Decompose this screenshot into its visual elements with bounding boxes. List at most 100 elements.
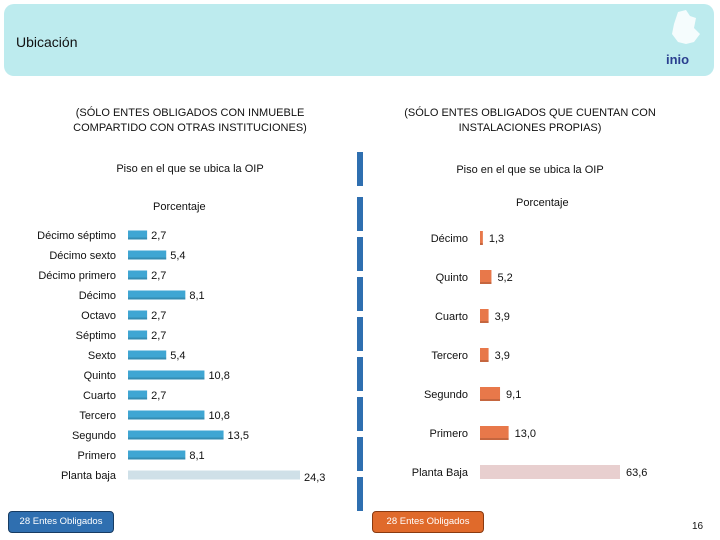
category-label: Séptimo [76,330,116,342]
category-label: Segundo [72,430,116,442]
bar [128,330,148,340]
value-label: 3,9 [495,311,510,323]
bar [128,410,205,420]
right-axis-title: Porcentaje [516,197,569,209]
left-chart-subtitle: Piso en el que se ubica la OIP [116,163,264,175]
value-label: 2,7 [151,230,166,242]
bar-shade [128,297,186,300]
category-label: Octavo [81,310,116,322]
category-label: Tercero [431,350,468,362]
value-label: 10,8 [208,410,229,422]
bar-shade [128,337,148,340]
page-title: Ubicación [16,34,78,50]
page-number: 16 [692,521,704,532]
value-label: 63,6 [626,467,647,479]
right-section-title-line1: (SÓLO ENTES OBLIGADOS QUE CUENTAN CON [404,107,656,119]
value-label: 5,4 [170,250,185,262]
value-label: 2,7 [151,270,166,282]
bar-shade [128,437,224,440]
bar [128,370,205,380]
divider-segment [357,397,363,431]
category-label: Décimo [79,290,116,302]
value-label: 13,5 [228,430,249,442]
category-label: Primero [77,450,116,462]
bar [128,270,148,280]
category-label: Décimo séptimo [37,230,116,242]
category-label: Décimo [431,233,468,245]
bar-shade [128,357,167,360]
bar-shade [128,457,186,460]
divider-segment [357,197,363,231]
category-label: Cuarto [83,390,116,402]
bar-shade [128,237,148,240]
bar [128,430,224,440]
bar-shade [480,282,492,284]
category-label: Quinto [84,370,116,382]
left-section-title-line2: COMPARTIDO CON OTRAS INSTITUCIONES) [73,122,307,134]
right-chart-subtitle: Piso en el que se ubica la OIP [456,164,604,176]
bar-shade [128,417,205,420]
category-label: Décimo primero [38,270,116,282]
value-label: 5,2 [497,272,512,284]
bar [128,310,148,320]
bar-shade [128,377,205,380]
value-label: 2,7 [151,330,166,342]
value-label: 8,1 [189,290,204,302]
right-section-title-line2: INSTALACIONES PROPIAS) [458,122,602,134]
bar-shade [480,243,483,245]
value-label: 13,0 [515,428,536,440]
bar [480,387,501,401]
left-axis-title: Porcentaje [153,201,206,213]
right-entes-badge: 28 Entes Obligados [372,511,484,533]
bar [128,470,300,480]
value-label: 5,4 [170,350,185,362]
bar [480,426,509,440]
bar [128,250,167,260]
category-label: Quinto [436,272,468,284]
bar [480,309,489,323]
divider-segment [357,237,363,271]
category-label: Primero [429,428,468,440]
category-label: Décimo sexto [49,250,116,262]
category-label: Cuarto [435,311,468,323]
left-entes-badge: 28 Entes Obligados [8,511,114,533]
left-section-title-line1: (SÓLO ENTES OBLIGADOS CON INMUEBLE [75,107,305,119]
bar [128,450,186,460]
bar-shade [128,317,148,320]
bar-shade [480,399,501,401]
value-label: 24,3 [304,472,325,484]
bar [128,350,167,360]
right-section-title: (SÓLO ENTES OBLIGADOS QUE CUENTAN CON IN… [380,106,680,136]
bar-shade [480,321,489,323]
bar-shade [480,438,509,440]
divider-segment [357,152,363,186]
logo-text: inio [666,52,690,67]
category-label: Tercero [79,410,116,422]
bar-shade [128,277,148,280]
value-label: 1,3 [489,233,504,245]
divider-segment [357,477,363,511]
value-label: 3,9 [495,350,510,362]
bar [480,465,620,479]
bar [480,270,492,284]
divider-segment [357,277,363,311]
divider-segment [357,357,363,391]
left-section-title: (SÓLO ENTES OBLIGADOS CON INMUEBLE COMPA… [40,106,340,136]
inio-logo-icon [672,10,700,44]
value-label: 2,7 [151,310,166,322]
value-label: 10,8 [208,370,229,382]
bar-shade [480,360,489,362]
category-label: Segundo [424,389,468,401]
category-label: Sexto [88,350,116,362]
bar [128,290,186,300]
divider-segment [357,437,363,471]
category-label: Planta Baja [412,467,469,479]
category-label: Planta baja [61,470,117,482]
value-label: 9,1 [506,389,521,401]
header-banner: Ubicación [4,4,714,76]
bar [128,230,148,240]
value-label: 2,7 [151,390,166,402]
value-label: 8,1 [189,450,204,462]
divider-segment [357,317,363,351]
